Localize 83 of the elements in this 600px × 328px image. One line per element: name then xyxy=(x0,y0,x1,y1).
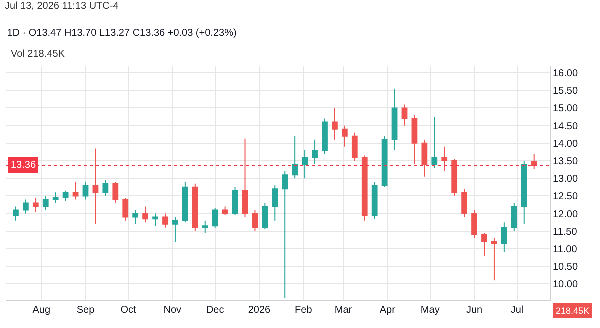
y-tick-label: 12.50 xyxy=(553,192,578,203)
candlestick xyxy=(172,216,178,242)
candlestick xyxy=(442,146,448,172)
candlestick xyxy=(72,182,79,200)
candlestick xyxy=(52,192,59,204)
y-tick-label: 12.00 xyxy=(553,209,578,220)
ref-line-label: 13.36 xyxy=(11,160,36,171)
candlestick xyxy=(152,213,158,227)
y-tick-label: 15.50 xyxy=(553,86,578,98)
candlestick xyxy=(302,150,308,180)
candlestick xyxy=(531,153,538,170)
candlestick xyxy=(511,202,518,232)
candlestick xyxy=(432,116,438,169)
candlestick xyxy=(222,206,228,216)
candlestick xyxy=(292,136,298,180)
candlestick xyxy=(312,139,318,166)
candlestick xyxy=(232,186,238,216)
candlestick xyxy=(352,132,358,162)
candlestick xyxy=(122,197,129,222)
y-tick-label: 13.50 xyxy=(553,156,578,168)
candlestick xyxy=(392,88,398,151)
candlestick xyxy=(42,196,49,211)
candlestick xyxy=(362,155,368,222)
candlestick xyxy=(272,185,278,222)
candlestick xyxy=(472,210,478,239)
x-tick-label: May xyxy=(420,305,440,316)
chart-subtitle: Vol 218.45K xyxy=(11,49,66,60)
candlestick xyxy=(412,114,418,166)
candlestick xyxy=(212,208,218,228)
candlestick xyxy=(112,182,119,204)
candlestick xyxy=(422,139,428,178)
candlestick xyxy=(332,108,338,140)
chart-title: 1D · O13.47 H13.70 L13.27 C13.36 +0.03 (+0.23%) xyxy=(7,28,237,39)
y-tick-label: 11.00 xyxy=(553,244,578,256)
candlestick xyxy=(92,148,99,225)
x-tick-label: Jul xyxy=(510,305,524,316)
x-tick-label: 2026 xyxy=(248,305,272,316)
y-tick-label: 10.50 xyxy=(553,262,578,274)
candlestick xyxy=(452,158,458,197)
x-tick-label: Feb xyxy=(295,305,313,316)
candlestick xyxy=(501,222,508,253)
y-tick-label: 11.50 xyxy=(553,226,578,238)
y-tick-label: 15.00 xyxy=(553,104,578,115)
candlestick xyxy=(521,160,528,225)
x-tick-label: Oct xyxy=(120,305,136,316)
y-tick-label: 16.00 xyxy=(553,68,578,80)
candlestick xyxy=(372,182,378,220)
candlestick xyxy=(22,199,29,214)
candlestick xyxy=(482,232,488,257)
candlestick xyxy=(202,220,208,234)
text: Jul 13, 2026 11:13 UTC-4 xyxy=(5,1,120,12)
candlestick xyxy=(462,188,468,218)
candlestick xyxy=(82,182,89,200)
x-tick-label: Jun xyxy=(466,305,483,316)
y-tick-label: 14.00 xyxy=(553,138,578,150)
candlestick xyxy=(382,136,388,188)
y-tick-label: 13.00 xyxy=(553,174,578,186)
x-tick-label: Aug xyxy=(32,305,50,316)
y-tick-label: 10.00 xyxy=(553,280,578,291)
x-tick-label: Nov xyxy=(164,305,182,316)
candlestick xyxy=(282,171,288,299)
candlestick xyxy=(162,213,168,228)
x-tick-label: Mar xyxy=(334,305,353,316)
candlestick xyxy=(192,183,198,232)
candlestick xyxy=(492,238,498,282)
x-tick-label: Sep xyxy=(76,305,96,316)
candlestick xyxy=(142,206,148,224)
candlestick xyxy=(402,104,408,126)
candlestick xyxy=(262,202,268,230)
candlestick xyxy=(182,182,188,224)
candlestick xyxy=(102,180,109,197)
y-tick-label: 14.50 xyxy=(553,121,578,132)
candlestick xyxy=(62,190,69,202)
candlestick xyxy=(322,118,328,154)
x-tick-label: Dec xyxy=(206,305,224,316)
x-tick-label: Apr xyxy=(380,305,396,316)
candlestick xyxy=(13,206,19,222)
candlestick xyxy=(132,210,139,225)
text: 218.45K xyxy=(556,306,590,316)
candlestick xyxy=(242,138,248,218)
candlestick xyxy=(342,125,348,148)
candlestick xyxy=(252,210,258,232)
candlestick xyxy=(32,197,39,213)
